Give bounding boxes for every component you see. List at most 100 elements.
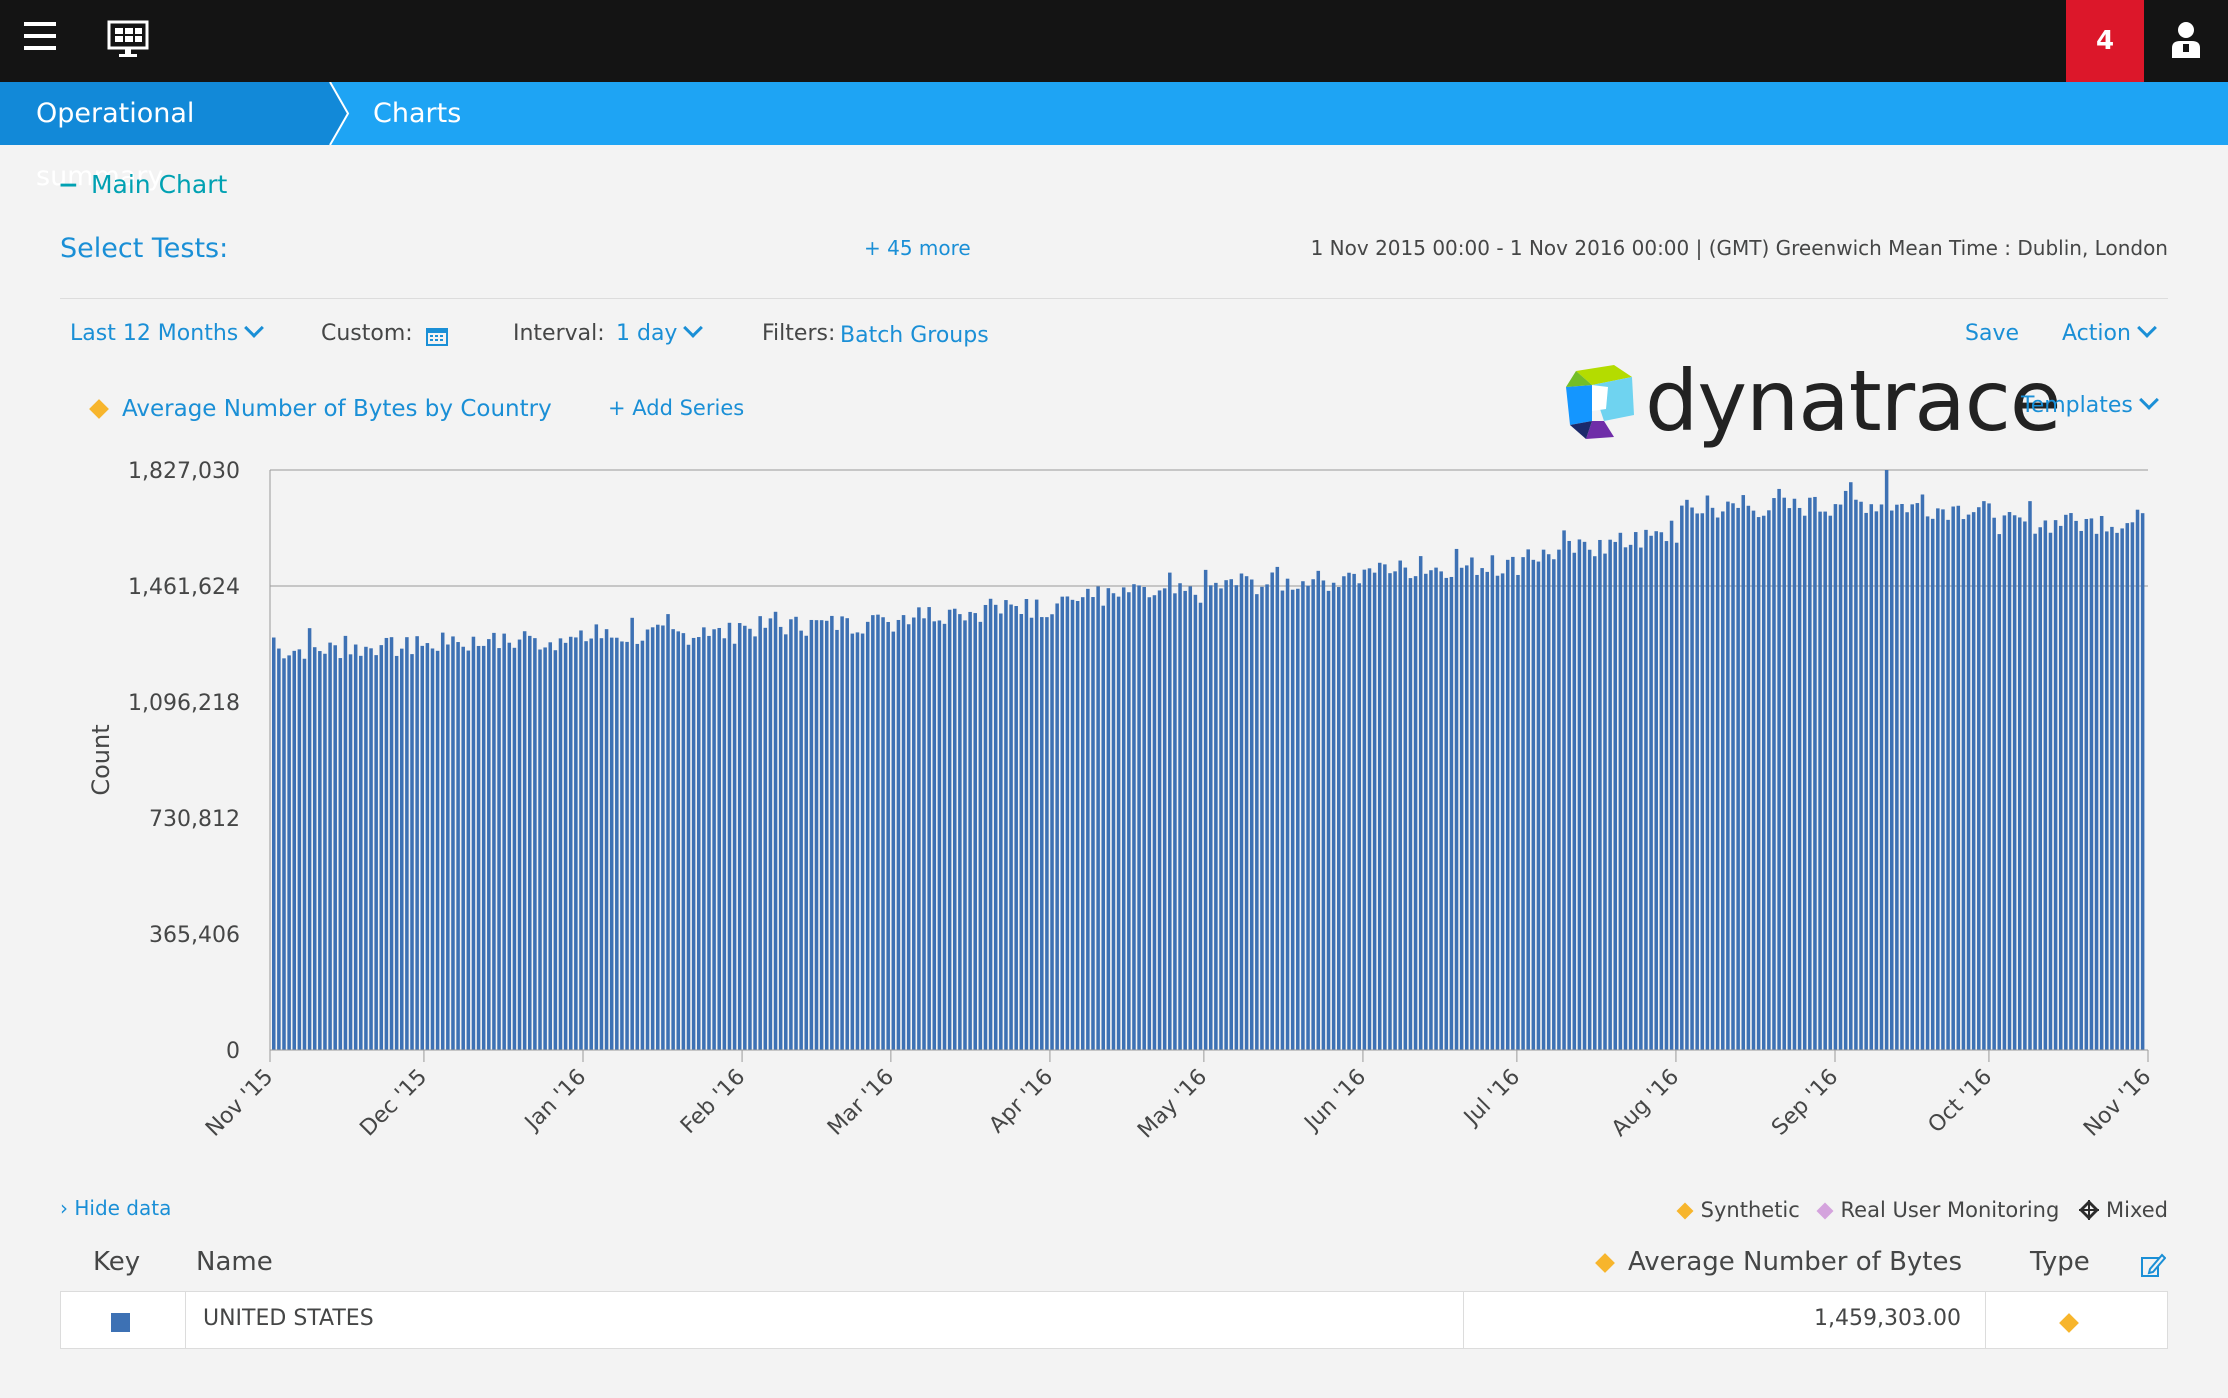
bar[interactable] xyxy=(1244,576,1249,1050)
bar[interactable] xyxy=(410,654,414,1050)
bar[interactable] xyxy=(1127,592,1131,1050)
templates-dropdown[interactable]: Templates xyxy=(2021,390,2159,418)
bar[interactable] xyxy=(973,613,977,1050)
bar[interactable] xyxy=(2074,520,2078,1050)
select-tests-label[interactable]: Select Tests: xyxy=(60,233,229,264)
bar[interactable] xyxy=(2084,518,2089,1050)
bar[interactable] xyxy=(804,635,809,1050)
bar[interactable] xyxy=(850,633,855,1050)
bar[interactable] xyxy=(1485,571,1490,1050)
bar[interactable] xyxy=(1050,614,1054,1050)
bar[interactable] xyxy=(1843,490,1848,1050)
bar[interactable] xyxy=(369,648,373,1050)
bar[interactable] xyxy=(1075,601,1080,1050)
bar[interactable] xyxy=(2048,532,2053,1050)
bar[interactable] xyxy=(1854,499,1858,1051)
bar[interactable] xyxy=(963,620,967,1050)
user-icon[interactable] xyxy=(2168,20,2204,60)
bar[interactable] xyxy=(1777,488,1781,1050)
bar[interactable] xyxy=(1224,580,1228,1050)
bar[interactable] xyxy=(712,629,716,1050)
bar[interactable] xyxy=(1178,583,1182,1050)
bar[interactable] xyxy=(487,639,491,1050)
bar[interactable] xyxy=(1674,542,1679,1050)
bar[interactable] xyxy=(906,624,911,1050)
bar[interactable] xyxy=(533,638,537,1050)
bar[interactable] xyxy=(835,629,839,1050)
bar[interactable] xyxy=(947,609,952,1050)
bar[interactable] xyxy=(1475,574,1479,1050)
bar[interactable] xyxy=(548,642,553,1050)
bar[interactable] xyxy=(799,630,803,1050)
bar[interactable] xyxy=(727,622,732,1050)
bar[interactable] xyxy=(1598,539,1602,1050)
bar[interactable] xyxy=(1664,541,1669,1050)
bar[interactable] xyxy=(1198,602,1203,1050)
bar[interactable] xyxy=(1398,560,1402,1050)
bar[interactable] xyxy=(656,624,660,1050)
bar[interactable] xyxy=(1618,532,1623,1050)
bar[interactable] xyxy=(942,623,947,1050)
bar[interactable] xyxy=(1111,593,1116,1050)
bar[interactable] xyxy=(599,638,604,1050)
calendar-icon[interactable] xyxy=(426,326,448,350)
bar[interactable] xyxy=(830,615,834,1050)
bar[interactable] xyxy=(871,615,875,1050)
bar[interactable] xyxy=(1741,495,1746,1050)
bar[interactable] xyxy=(819,620,824,1050)
bar[interactable] xyxy=(896,619,901,1050)
bar[interactable] xyxy=(1859,501,1863,1051)
bar[interactable] xyxy=(737,623,742,1050)
bar[interactable] xyxy=(743,625,747,1050)
hamburger-menu-icon[interactable] xyxy=(24,22,56,56)
bar[interactable] xyxy=(645,629,650,1050)
bar[interactable] xyxy=(1034,599,1039,1050)
bar[interactable] xyxy=(1326,590,1331,1050)
bar[interactable] xyxy=(543,647,547,1050)
bar[interactable] xyxy=(886,621,890,1050)
bar[interactable] xyxy=(594,624,599,1050)
bar[interactable] xyxy=(292,650,296,1050)
bar[interactable] xyxy=(1516,574,1520,1050)
bar[interactable] xyxy=(1623,547,1628,1050)
dashboard-icon[interactable] xyxy=(107,20,149,58)
bar[interactable] xyxy=(553,650,558,1050)
bar[interactable] xyxy=(1347,572,1351,1050)
bar[interactable] xyxy=(1091,597,1095,1050)
bar[interactable] xyxy=(768,618,773,1050)
bar[interactable] xyxy=(1055,603,1059,1050)
bar[interactable] xyxy=(466,650,471,1050)
bar[interactable] xyxy=(932,621,937,1050)
bar[interactable] xyxy=(1603,553,1607,1050)
bar[interactable] xyxy=(1582,541,1587,1050)
bar[interactable] xyxy=(1869,504,1874,1050)
bar[interactable] xyxy=(1823,511,1827,1050)
bar[interactable] xyxy=(1352,573,1356,1050)
bar[interactable] xyxy=(635,643,640,1050)
bar[interactable] xyxy=(1505,559,1510,1050)
bar[interactable] xyxy=(1306,585,1310,1050)
bar[interactable] xyxy=(400,648,404,1050)
bar[interactable] xyxy=(1096,586,1100,1050)
bar[interactable] xyxy=(1424,573,1428,1050)
bar[interactable] xyxy=(1331,582,1336,1050)
bar[interactable] xyxy=(2069,513,2073,1050)
bar[interactable] xyxy=(1849,482,1853,1051)
bar[interactable] xyxy=(784,634,788,1050)
bar[interactable] xyxy=(840,616,844,1050)
bar[interactable] xyxy=(1721,511,1725,1050)
breadcrumb-charts[interactable]: Charts xyxy=(373,98,462,129)
bar[interactable] xyxy=(384,637,389,1050)
bar[interactable] xyxy=(978,621,983,1050)
bar[interactable] xyxy=(1342,576,1346,1050)
bar[interactable] xyxy=(2120,528,2124,1050)
bar[interactable] xyxy=(307,628,312,1050)
bar[interactable] xyxy=(451,636,455,1050)
bar[interactable] xyxy=(1168,572,1172,1050)
bar[interactable] xyxy=(1726,501,1730,1051)
bar[interactable] xyxy=(297,649,302,1050)
bar[interactable] xyxy=(456,642,460,1050)
bar[interactable] xyxy=(1531,559,1536,1050)
bar[interactable] xyxy=(1465,565,1469,1050)
bar[interactable] xyxy=(758,616,762,1050)
